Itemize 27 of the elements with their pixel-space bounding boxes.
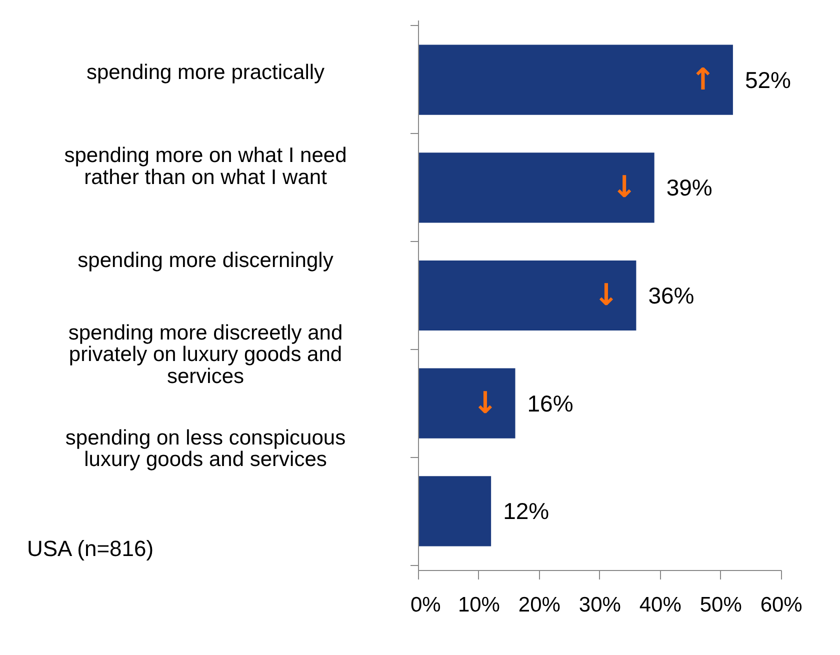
annotation: ↑: [690, 62, 716, 98]
bar: [418, 260, 636, 331]
annotation: ↓: [472, 386, 498, 421]
y-tick-label: spending more practically: [86, 60, 326, 84]
x-tick-label: 0%: [410, 594, 441, 616]
y-tick-label: spending on less conspicuous luxury goods and services: [65, 426, 346, 472]
annotation: ↓: [594, 278, 619, 313]
x-tick-label: 60%: [760, 594, 802, 616]
y-tick-label: spending more on what I need rather than on what I want: [64, 144, 347, 189]
x-tick-label: 40%: [639, 594, 682, 616]
bar: [418, 368, 516, 438]
annotation: ↓: [612, 170, 637, 206]
text: 12%: [503, 498, 550, 524]
text: USA (n=816): [27, 536, 154, 562]
text: 16%: [527, 390, 574, 416]
bar: [418, 44, 733, 115]
text: 52%: [744, 66, 791, 93]
text: 36%: [648, 282, 694, 308]
text: 39%: [666, 174, 712, 201]
bar: [418, 152, 654, 223]
x-tick-label: 10%: [458, 594, 500, 616]
x-tick-label: 50%: [700, 594, 742, 616]
x-tick-label: 20%: [518, 594, 560, 616]
bar: [418, 476, 492, 546]
x-tick-label: 30%: [578, 594, 621, 616]
y-tick-label: spending more discerningly: [78, 249, 334, 272]
y-tick-label: spending more discreetly and privately on luxury goods and services: [68, 322, 343, 388]
